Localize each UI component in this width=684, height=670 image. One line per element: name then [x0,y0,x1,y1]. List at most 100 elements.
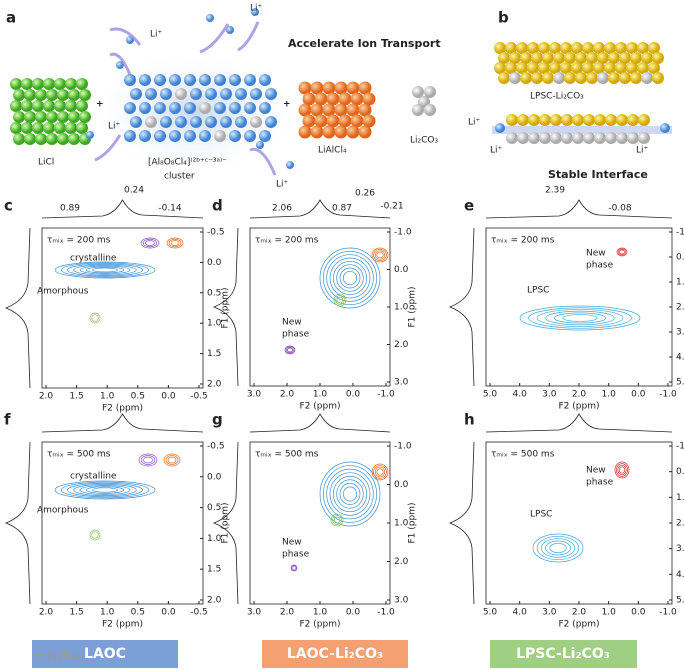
annotation: LPSC [527,286,549,296]
x-tick-label: 2.0 [280,390,295,400]
atom [575,52,587,64]
atom [139,130,151,142]
projection [212,227,239,387]
contour [287,347,293,353]
atom [527,42,539,54]
y-tick-label: -0.5 [207,228,225,238]
atom [648,42,660,54]
atom [184,102,196,114]
contour [60,481,150,499]
sample-label: LAOC [84,646,126,662]
projection [448,441,475,605]
ion-label: Li⁺ [150,30,163,40]
atom [638,132,650,144]
y-tick-label: -1.0 [394,228,412,238]
atom [154,74,166,86]
atom [630,72,642,84]
plot-frame [41,441,204,605]
panel-label: f [4,411,11,429]
atom [124,102,136,114]
contour [291,565,297,571]
atom [498,72,510,84]
atom [571,42,583,54]
contour [536,309,624,327]
contour [143,456,153,464]
contour [342,270,358,286]
sample-label: LPSC-Li₂CO₃ [516,646,610,662]
atom [46,133,58,145]
contour [342,486,358,502]
atom [190,88,202,100]
atom [424,86,436,98]
interface-bar [492,126,672,134]
atom [76,78,88,90]
x-axis-label: F2 (ppm) [300,620,341,630]
x-tick-label: 3.0 [247,608,262,618]
contour [614,461,630,479]
contour [85,266,125,274]
atom [314,114,328,128]
label: LiAlCl₄ [318,146,347,156]
projection [4,441,31,605]
y-tick-label: 1.0 [207,319,222,329]
atom [244,102,256,114]
panel-label: h [464,411,475,429]
y-tick-label: 2.0 [394,557,409,567]
projection [41,413,204,433]
atom [517,114,529,126]
x-tick-label: 1.0 [602,608,617,618]
atom [322,125,336,139]
atom [13,133,25,145]
atom [35,89,47,101]
panel-label: e [464,197,474,215]
atom [24,111,36,123]
atom [214,102,226,114]
atom [21,78,33,90]
contour [79,485,131,495]
atom [619,52,631,64]
atom [169,74,181,86]
sample-label: LAOC-Li₂CO₃ [287,646,383,662]
atom [583,132,595,144]
atom [542,72,554,84]
annotation: LPSC [530,510,552,520]
contour [322,250,378,306]
x-tick-label: -0.5 [190,608,208,618]
atom [205,116,217,128]
contour [619,249,625,255]
atom [65,78,77,90]
contour [285,346,295,354]
x-tick-label: 1.5 [69,608,83,618]
mixing-time: τₘᵢₓ = 500 ms [47,450,111,460]
atom [615,62,627,74]
atom [605,114,617,126]
x-tick-label: 0.5 [131,608,145,618]
ion-arrow [109,52,132,76]
atom [615,42,627,54]
atom [593,62,605,74]
projection [448,227,475,387]
contour [536,535,580,561]
atom [550,114,562,126]
atom [506,132,518,144]
atom [199,102,211,114]
atom [43,78,55,90]
x-tick-label: 2.0 [572,390,587,400]
atom [619,72,631,84]
atom [528,132,540,144]
atom [334,81,348,95]
projection [4,227,31,389]
annotation: Amorphous [37,506,89,516]
atom [346,125,360,139]
atom [229,102,241,114]
atom [528,114,540,126]
atom [310,125,324,139]
y-axis-label: F1 (ppm) [221,503,231,544]
x-tick-label: -1.0 [377,390,395,400]
atom [549,42,561,54]
label: Li₂CO₃ [410,136,438,146]
ion-arrow [94,134,122,162]
atom [531,52,543,64]
atom [505,62,517,74]
y-axis-label: F1 (ppm) [221,288,231,329]
